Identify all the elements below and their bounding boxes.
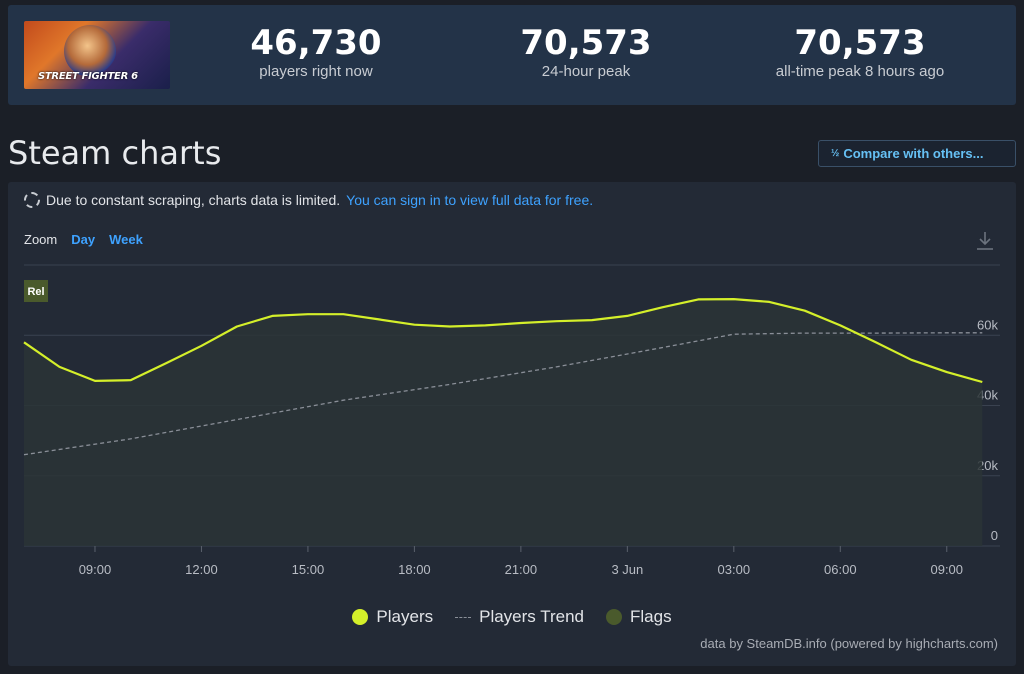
x-tick-label: 06:00 [824,562,857,577]
stats-bar: STREET FIGHTER 6 46,730 players right no… [8,5,1016,105]
players-chart: 0 20k 40k 60k 09:00 12:00 15:00 18:00 21:00 3 Jun… [23,264,1000,577]
players-trend-line [23,332,983,456]
compare-button-label: Compare with others... [843,146,984,161]
y-tick-label: 20k [977,458,998,473]
x-tick-label: 03:00 [718,562,751,577]
stat-players-now: 46,730 players right now [196,23,436,81]
legend-item-flags[interactable]: Flags [606,607,672,627]
players-line [23,298,983,384]
legend-item-players[interactable]: Players [352,607,433,627]
legend-item-trend[interactable]: Players Trend [455,607,584,627]
sign-in-link[interactable]: You can sign in to view full data for fr… [346,192,594,208]
stat-label: 24-hour peak [541,63,631,80]
legend-flags-label: Flags [630,607,672,626]
stat-value: 46,730 [250,23,382,63]
x-tick-label: 09:00 [930,562,963,577]
x-tick-label: 12:00 [185,562,218,577]
chart-credit: data by SteamDB.info (powered by highcha… [700,636,998,651]
zoom-controls: Zoom Day Week [24,232,143,247]
release-flag-label: Rel [27,286,44,298]
game-banner-image[interactable]: STREET FIGHTER 6 [24,21,170,89]
scraping-notice: Due to constant scraping, charts data is… [24,192,593,208]
y-tick-label: 60k [977,317,998,332]
stat-all-time-peak: 70,573 all-time peak 8 hours ago [740,23,980,81]
x-tick-label: 21:00 [505,562,538,577]
notice-text: Due to constant scraping, charts data is… [46,192,341,208]
x-tick-label: 3 Jun [611,562,643,577]
legend-players-label: Players [376,607,434,626]
loading-icon [24,192,40,208]
players-area [24,299,983,546]
chart-panel: Due to constant scraping, charts data is… [8,182,1016,666]
compare-button[interactable]: ½ Compare with others... [818,140,1016,167]
y-tick-label: 0 [991,528,998,543]
stat-24h-peak: 70,573 24-hour peak [466,23,706,81]
x-tick-label: 15:00 [292,562,325,577]
banner-logo: STREET FIGHTER 6 [38,71,138,82]
x-tick-label: 09:00 [79,562,112,577]
fighter-figure [64,25,116,77]
stat-value: 70,573 [520,23,652,63]
stat-label: all-time peak 8 hours ago [775,63,945,80]
stat-value: 70,573 [794,23,926,63]
legend-trend-marker [455,616,472,618]
legend-trend-label: Players Trend [479,607,584,626]
zoom-day-button[interactable]: Day [71,232,96,247]
legend-players-marker [352,609,369,625]
page-title: Steam charts [8,134,222,172]
stat-label: players right now [259,63,373,80]
legend-flags-marker [606,609,622,625]
zoom-label: Zoom [24,232,58,247]
release-flag [24,280,48,302]
fraction-icon: ½ [831,148,840,159]
zoom-week-button[interactable]: Week [109,232,143,247]
y-tick-label: 40k [977,388,998,403]
x-tick-label: 18:00 [398,562,431,577]
download-icon[interactable] [974,230,996,252]
chart-legend: Players Players Trend Flags [8,607,1016,627]
